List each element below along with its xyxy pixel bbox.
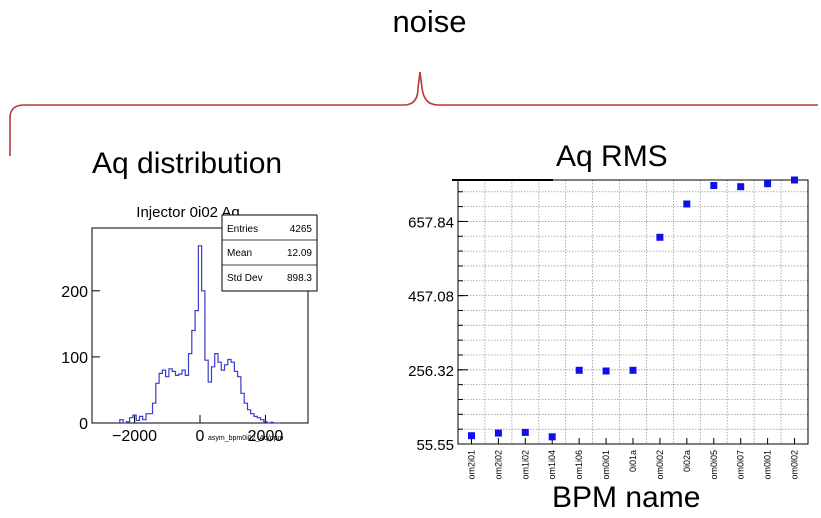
rms-x-tick: 0i01a (628, 450, 638, 472)
rms-x-tick: om0i05 (709, 450, 719, 480)
stats-box: Entries 4265 Mean 12.09 Std Dev 898.3 (221, 214, 318, 292)
histogram-y-axis: 0 100 200 (61, 284, 100, 433)
stats-entries-label: Entries (227, 224, 258, 235)
stats-mean-label: Mean (227, 248, 252, 259)
stats-entries-value: 4265 (290, 224, 313, 235)
rms-point (548, 433, 556, 441)
rms-point (737, 183, 745, 191)
histogram-y-tick: 200 (61, 284, 88, 301)
rms-x-tick: om0i02 (655, 450, 665, 480)
histogram-y-tick: 0 (79, 416, 88, 433)
rms-point (629, 366, 637, 374)
bpm-name-label: BPM name (552, 481, 701, 514)
rms-x-tick: om2i01 (466, 450, 476, 480)
histogram-title: Injector 0i02 Aq (136, 204, 239, 221)
rms-point (683, 200, 691, 208)
histogram-x-tick: 0 (196, 428, 205, 445)
rms-x-tick: om0l01 (763, 450, 773, 480)
noise-title: noise (392, 4, 467, 39)
rms-y-tick: 256.32 (408, 363, 454, 380)
rms-x-tick: 0i02a (682, 450, 692, 472)
aq-distribution-title: Aq distribution (92, 147, 283, 180)
histogram-y-tick: 100 (61, 350, 88, 367)
histogram-x-tick: 2000 (248, 428, 284, 445)
rms-point (602, 367, 610, 375)
histogram-x-tick: −2000 (112, 428, 157, 445)
rms-point (656, 233, 664, 241)
rms-y-tick: 457.08 (408, 289, 454, 306)
rms-x-axis: om2i01 om2i02 om1i02 om1i04 om1i06 om0i01 0i01… (466, 438, 800, 480)
rms-point (494, 429, 502, 437)
rms-x-tick: om0i01 (601, 450, 611, 480)
rms-y-tick: 55.55 (416, 437, 454, 454)
rms-x-tick: om1i02 (520, 450, 530, 480)
rms-y-tick: 657.84 (408, 214, 454, 231)
rms-point (710, 182, 718, 189)
histogram-x-axis: −2000 0 2000 (112, 415, 283, 445)
rms-points (468, 176, 798, 441)
aq-rms-title: Aq RMS (556, 140, 668, 173)
rms-x-tick: om2i02 (493, 450, 503, 480)
rms-x-tick: om0l02 (790, 450, 800, 480)
rms-point (575, 366, 583, 374)
stats-stddev-label: Std Dev (227, 273, 263, 284)
rms-y-axis: 55.55 256.32 457.08 657.84 (408, 191, 468, 454)
rms-grid (458, 180, 808, 445)
stats-stddev-value: 898.3 (287, 273, 312, 284)
rms-x-tick: om1i04 (547, 450, 557, 480)
rms-frame (457, 179, 809, 445)
rms-point (791, 176, 798, 184)
rms-x-tick: om1i06 (574, 450, 584, 480)
rms-point (468, 432, 475, 440)
histogram-line (119, 245, 281, 424)
rms-point (764, 180, 772, 188)
rms-point (521, 428, 529, 436)
histogram-x-label: asym_bpm0i02_Aq/ppm (208, 435, 284, 442)
stats-mean-value: 12.09 (287, 248, 312, 259)
rms-x-tick: om0i07 (736, 450, 746, 480)
